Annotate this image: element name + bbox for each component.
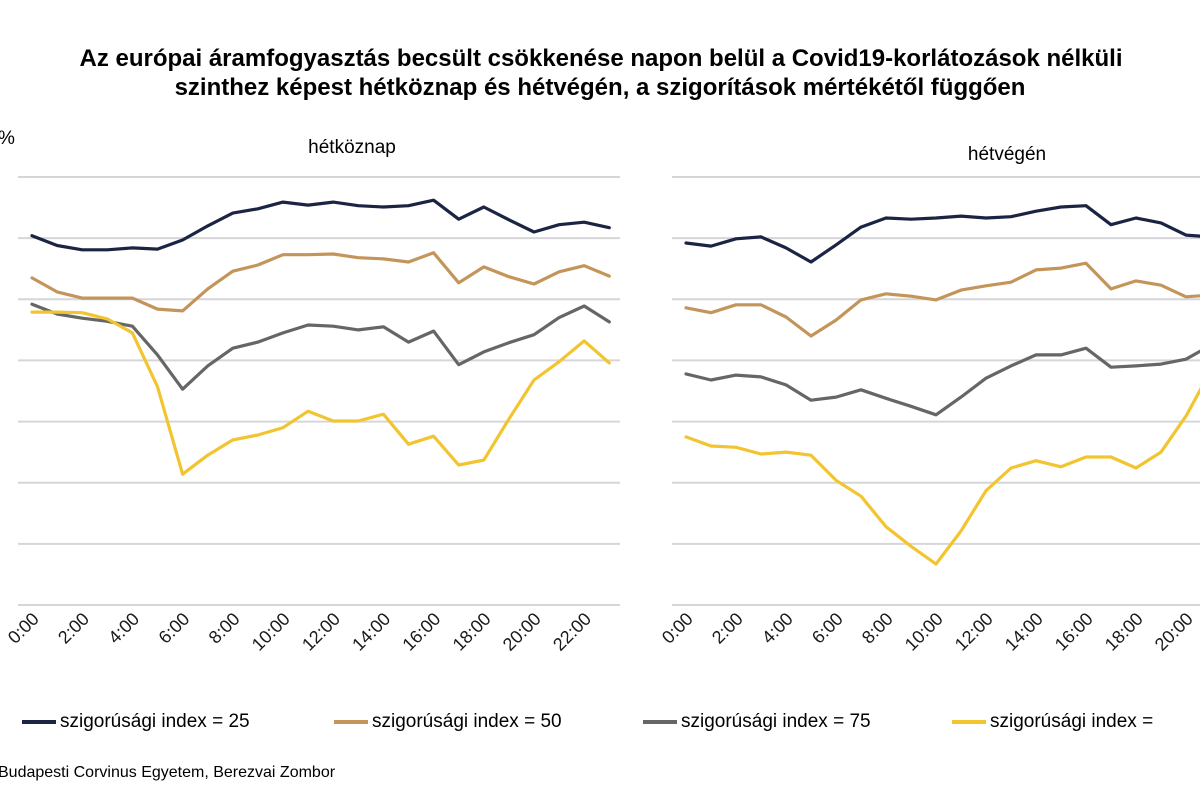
legend-swatch-icon bbox=[643, 720, 677, 724]
series-line bbox=[684, 387, 1200, 566]
x-tick-label: 4:00 bbox=[758, 609, 797, 648]
x-tick-label: 18:00 bbox=[1101, 609, 1147, 655]
series-line bbox=[30, 198, 611, 252]
legend-label: szigorúsági index = bbox=[990, 711, 1154, 732]
x-tick-label: 16:00 bbox=[1051, 609, 1097, 655]
x-tick-label: 22:00 bbox=[549, 609, 595, 655]
legend: szigorúsági index = 25 szigorúsági index … bbox=[0, 711, 1200, 741]
x-tick-label: 2:00 bbox=[54, 609, 93, 648]
x-tick-label: 0:00 bbox=[4, 609, 43, 648]
x-tick-label: 20:00 bbox=[499, 609, 545, 655]
x-tick-label: 14:00 bbox=[348, 609, 394, 655]
x-tick-label: 12:00 bbox=[298, 609, 344, 655]
series-line bbox=[30, 251, 611, 313]
x-tick-label: 20:00 bbox=[1151, 609, 1197, 655]
x-tick-label: 10:00 bbox=[248, 609, 294, 655]
legend-label: szigorúsági index = 50 bbox=[372, 711, 562, 732]
panel-title: hétköznap bbox=[308, 137, 396, 158]
x-tick-label: 14:00 bbox=[1001, 609, 1047, 655]
chart-title-line-1: Az európai áramfogyasztás becsült csökke… bbox=[79, 45, 1123, 72]
legend-swatch-icon bbox=[334, 720, 368, 724]
x-tick-label: 4:00 bbox=[104, 609, 143, 648]
x-tick-label: 6:00 bbox=[808, 609, 847, 648]
legend-item: szigorúsági index = 50 bbox=[334, 711, 562, 733]
legend-item: szigorúsági index = 25 bbox=[22, 711, 250, 733]
series-line bbox=[684, 204, 1200, 264]
x-tick-label: 12:00 bbox=[951, 609, 997, 655]
series-line bbox=[30, 310, 611, 476]
legend-label: szigorúsági index = 25 bbox=[60, 711, 250, 732]
series-line bbox=[684, 346, 1200, 417]
series-line bbox=[684, 261, 1200, 338]
panel-title: hétvégén bbox=[968, 144, 1046, 165]
legend-item: szigorúsági index = 75 bbox=[643, 711, 871, 733]
x-tick-label: 8:00 bbox=[205, 609, 244, 648]
chart-title-line-2: szinthez képest hétköznap és hétvégén, a… bbox=[174, 74, 1026, 101]
x-tick-label: 10:00 bbox=[901, 609, 947, 655]
x-tick-label: 6:00 bbox=[155, 609, 194, 648]
x-tick-label: 0:00 bbox=[658, 609, 697, 648]
x-tick-label: 16:00 bbox=[398, 609, 444, 655]
source-note: Budapesti Corvinus Egyetem, Berezvai Zom… bbox=[0, 764, 336, 781]
y-axis-unit-label: % bbox=[0, 128, 15, 150]
series-line bbox=[30, 302, 611, 391]
x-tick-label: 18:00 bbox=[449, 609, 495, 655]
legend-swatch-icon bbox=[22, 720, 56, 724]
legend-swatch-icon bbox=[952, 720, 986, 724]
legend-item: szigorúsági index = bbox=[952, 711, 1153, 733]
x-tick-label: 8:00 bbox=[858, 609, 897, 648]
legend-label: szigorúsági index = 75 bbox=[681, 711, 871, 732]
x-tick-label: 2:00 bbox=[708, 609, 747, 648]
